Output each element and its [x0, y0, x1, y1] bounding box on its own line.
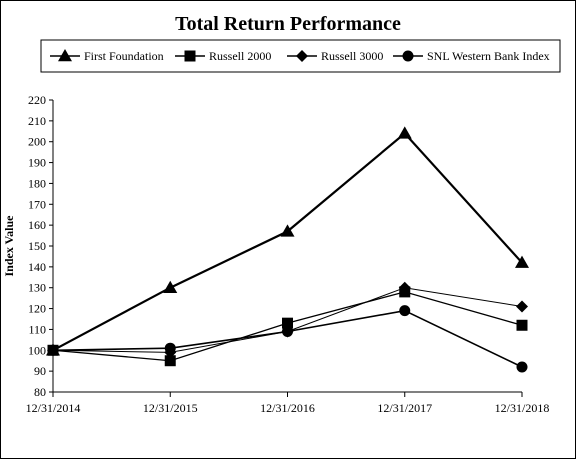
legend-box: [40, 39, 561, 73]
y-tick-label: 130: [28, 281, 46, 295]
data-point: [397, 126, 412, 139]
x-tick-label: 12/31/2016: [260, 401, 315, 415]
data-point: [516, 361, 528, 373]
y-tick-label: 90: [34, 364, 46, 378]
chart-title: Total Return Performance: [175, 13, 401, 35]
y-tick-label: 150: [28, 239, 46, 253]
legend-entry: First Foundation: [50, 49, 164, 63]
data-point: [280, 224, 295, 237]
x-tick-label: 12/31/2017: [377, 401, 432, 415]
data-point: [282, 326, 293, 338]
legend-entry: SNL Western Bank Index: [393, 49, 550, 63]
legend-marker: [402, 50, 414, 62]
y-tick-label: 120: [28, 302, 46, 316]
y-tick-label: 170: [28, 197, 46, 211]
x-tick-label: 12/31/2018: [495, 401, 550, 415]
data-point: [516, 300, 528, 313]
y-tick-label: 190: [28, 156, 46, 170]
y-tick-label: 100: [28, 343, 46, 357]
x-tick-label: 12/31/2014: [26, 401, 81, 415]
legend-label: Russell 3000: [321, 49, 383, 63]
y-tick-label: 110: [28, 322, 46, 336]
y-axis-label: Index Value: [2, 215, 16, 277]
legend-marker: [58, 49, 72, 62]
legend-marker: [296, 50, 308, 62]
axes: 80 90 100 110 120 130 140 150 160 170 180 190 200 210…: [26, 93, 550, 415]
y-tick-label: 80: [34, 385, 46, 399]
y-tick-label: 140: [28, 260, 46, 274]
data-point: [515, 255, 529, 268]
data-point: [399, 305, 411, 317]
y-tick-label: 210: [28, 114, 46, 128]
x-tick-label: 12/31/2015: [143, 401, 198, 415]
data-point: [282, 317, 293, 329]
series-layer: [46, 126, 529, 373]
legend: First Foundation Russell 2000 Russell 3000…: [40, 39, 561, 73]
y-tick-label: 200: [28, 135, 46, 149]
y-tick-label: 160: [28, 218, 46, 232]
data-point: [516, 319, 528, 331]
legend-entry: Russell 2000: [175, 49, 271, 63]
series-4: [47, 305, 528, 373]
data-point: [164, 342, 176, 354]
legend-marker: [184, 50, 196, 62]
data-point: [163, 280, 178, 293]
data-point: [164, 355, 176, 367]
legend-label: SNL Western Bank Index: [427, 49, 550, 63]
data-point: [47, 344, 59, 356]
data-point: [398, 281, 411, 294]
legend-label: Russell 2000: [209, 49, 271, 63]
legend-entry: Russell 3000: [287, 49, 383, 63]
y-tick-label: 180: [28, 176, 46, 190]
y-tick-label: 220: [28, 93, 46, 107]
legend-label: First Foundation: [84, 49, 164, 63]
